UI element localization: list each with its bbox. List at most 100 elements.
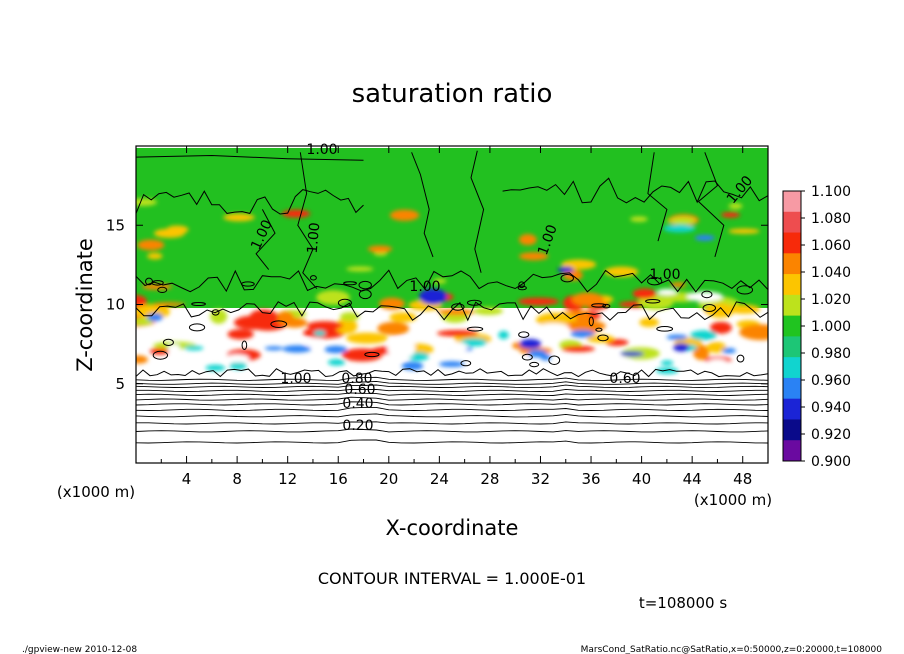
footer-left: ./gpview-new 2010-12-08 bbox=[22, 645, 137, 654]
y-tick-label: 5 bbox=[115, 375, 125, 393]
contour-closed bbox=[656, 326, 674, 332]
colorbar-label: 1.100 bbox=[811, 184, 851, 200]
contour-line bbox=[136, 368, 768, 378]
contour-closed bbox=[736, 354, 745, 363]
contour-closed bbox=[152, 350, 169, 360]
upper-field bbox=[136, 148, 768, 308]
stable-layer bbox=[136, 378, 768, 463]
x-tick-label: 48 bbox=[733, 470, 752, 488]
field-blob bbox=[706, 341, 727, 353]
contour-closed bbox=[736, 285, 754, 295]
x-tick-label: 16 bbox=[329, 470, 348, 488]
field-blob bbox=[282, 345, 312, 353]
colorbar-swatch bbox=[783, 191, 801, 213]
field-blob bbox=[137, 239, 165, 251]
x-tick-label: 8 bbox=[232, 470, 242, 488]
field-blob bbox=[304, 338, 321, 347]
colorbar-label: 1.080 bbox=[811, 211, 851, 227]
contour-closed bbox=[702, 303, 717, 313]
field-blob bbox=[324, 345, 348, 354]
stratified-contour bbox=[136, 401, 768, 406]
colorbar-swatch bbox=[783, 253, 801, 275]
field-blob bbox=[346, 266, 374, 272]
field-blob bbox=[439, 361, 465, 368]
x-axis-label: X-coordinate bbox=[386, 516, 519, 540]
plot-area bbox=[136, 146, 768, 463]
contour-closed bbox=[270, 320, 288, 328]
field-blob bbox=[327, 358, 346, 366]
contour-label: 0.20 bbox=[342, 418, 373, 434]
field-blob bbox=[728, 304, 761, 314]
field-blob bbox=[147, 252, 163, 260]
contour-label: 1.00 bbox=[306, 142, 337, 158]
y-tick-label: 10 bbox=[106, 296, 125, 314]
contour-closed bbox=[588, 316, 594, 327]
field-blob bbox=[227, 329, 254, 340]
stratified-contour bbox=[136, 439, 768, 444]
field-blob bbox=[436, 329, 479, 337]
stratified-contours bbox=[136, 376, 768, 463]
contour-label: 0.80 bbox=[341, 371, 372, 387]
field-blob bbox=[275, 311, 295, 326]
contour-closed bbox=[358, 280, 372, 290]
field-blob bbox=[517, 297, 560, 306]
field-blob bbox=[136, 198, 158, 206]
x-tick-label: 24 bbox=[430, 470, 449, 488]
y-axis: 5 10 15 bbox=[106, 216, 768, 393]
field-blob bbox=[437, 308, 475, 316]
field-blob bbox=[387, 338, 416, 359]
colorbar-swatch bbox=[783, 398, 801, 420]
colorbar-swatch bbox=[783, 274, 801, 296]
contour-closed bbox=[518, 281, 525, 289]
contour-closed bbox=[343, 281, 357, 286]
contour-closed bbox=[518, 331, 530, 338]
colorbar-swatch bbox=[783, 315, 801, 337]
time-label: t=108000 s bbox=[639, 594, 727, 612]
contour-label: 1.00 bbox=[649, 267, 680, 283]
colorbar-swatch bbox=[783, 336, 801, 358]
field-blob bbox=[739, 324, 768, 341]
contour-closed bbox=[602, 303, 611, 309]
contour-closed bbox=[645, 298, 661, 304]
contour-closed bbox=[548, 355, 561, 366]
field-blob bbox=[225, 354, 250, 363]
field-blob bbox=[389, 312, 417, 323]
colorbar-swatch bbox=[783, 440, 801, 462]
contour-closed bbox=[701, 290, 713, 299]
contour-line bbox=[697, 152, 725, 258]
x-axis: 4 8 12 16 20 24 28 32 36 40 44 48 bbox=[160, 146, 752, 488]
contour-closed bbox=[358, 289, 372, 300]
field-blob bbox=[507, 366, 524, 373]
field-blob bbox=[460, 338, 487, 347]
x-tick-label: 4 bbox=[182, 470, 192, 488]
field-blob bbox=[709, 321, 732, 334]
field-blob bbox=[693, 344, 710, 361]
contour-closed bbox=[451, 303, 465, 311]
field-blob bbox=[707, 359, 728, 368]
contour-label-text: 0.80 bbox=[341, 371, 372, 387]
colorbar-label: 1.020 bbox=[811, 292, 851, 308]
contour-closed bbox=[595, 327, 603, 332]
contour-closed bbox=[466, 299, 482, 306]
field-blob bbox=[656, 288, 677, 295]
contour-closed bbox=[337, 298, 352, 308]
colorbar-label: 0.900 bbox=[811, 454, 851, 470]
colorbar-label: 0.980 bbox=[811, 346, 851, 362]
x-tick-label: 36 bbox=[581, 470, 600, 488]
colorbar-label: 1.060 bbox=[811, 238, 851, 254]
contour-label-text: 0.60 bbox=[609, 371, 640, 387]
contour-line bbox=[255, 209, 276, 270]
colorbar-swatch bbox=[783, 232, 801, 254]
contour-label: 0.60 bbox=[609, 371, 640, 387]
contour-closed bbox=[591, 303, 607, 308]
stratified-contour bbox=[136, 396, 768, 401]
colorbar-label: 0.920 bbox=[811, 427, 851, 443]
stratified-contour bbox=[136, 384, 768, 389]
field-blob bbox=[152, 302, 186, 307]
field-blob bbox=[367, 245, 393, 253]
contour-label: 1.00 bbox=[280, 371, 311, 387]
contour-closed bbox=[309, 275, 317, 281]
colorbar: 1.100 1.080 1.060 1.040 1.020 1.000 0.980 0.960… bbox=[782, 184, 851, 470]
field-blob bbox=[264, 346, 284, 351]
